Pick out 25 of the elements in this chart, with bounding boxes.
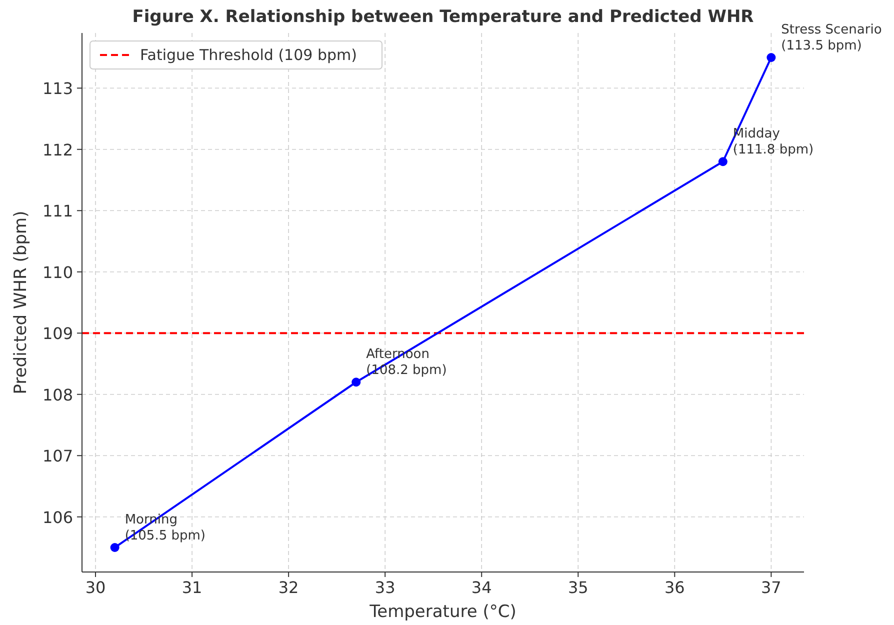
- y-tick-label: 113: [42, 79, 73, 98]
- x-tick-label: 32: [278, 578, 299, 597]
- y-tick-label: 107: [42, 446, 73, 466]
- x-axis-title: Temperature (°C): [368, 602, 516, 622]
- y-tick-label: 109: [42, 324, 73, 344]
- y-tick-label: 108: [42, 385, 73, 404]
- point: [766, 53, 776, 62]
- x-tick-label: 33: [374, 578, 396, 597]
- y-tick-label: 106: [42, 508, 73, 527]
- x-tick-label: 34: [471, 578, 492, 597]
- point: [718, 157, 728, 166]
- legend-label: Fatigue Threshold (109 bpm): [140, 46, 357, 64]
- y-tick-label: 111: [42, 202, 73, 221]
- y-axis-title: Predicted WHR (bpm): [11, 210, 31, 394]
- chart-title: Figure X. Relationship between Temperature and Predicted WHR: [132, 7, 754, 27]
- point: [352, 378, 361, 387]
- x-tick-label: 30: [85, 578, 106, 597]
- x-tick-label: 36: [664, 578, 685, 597]
- x-tick-label: 35: [568, 578, 588, 597]
- annotation: Stress Scenario (113.5 bpm): [781, 22, 882, 54]
- y-tick-label: 110: [42, 262, 73, 282]
- point: [110, 543, 120, 552]
- y-tick-label: 112: [42, 140, 73, 160]
- x-tick-label: 31: [182, 578, 202, 597]
- x-tick-label: 37: [761, 578, 782, 597]
